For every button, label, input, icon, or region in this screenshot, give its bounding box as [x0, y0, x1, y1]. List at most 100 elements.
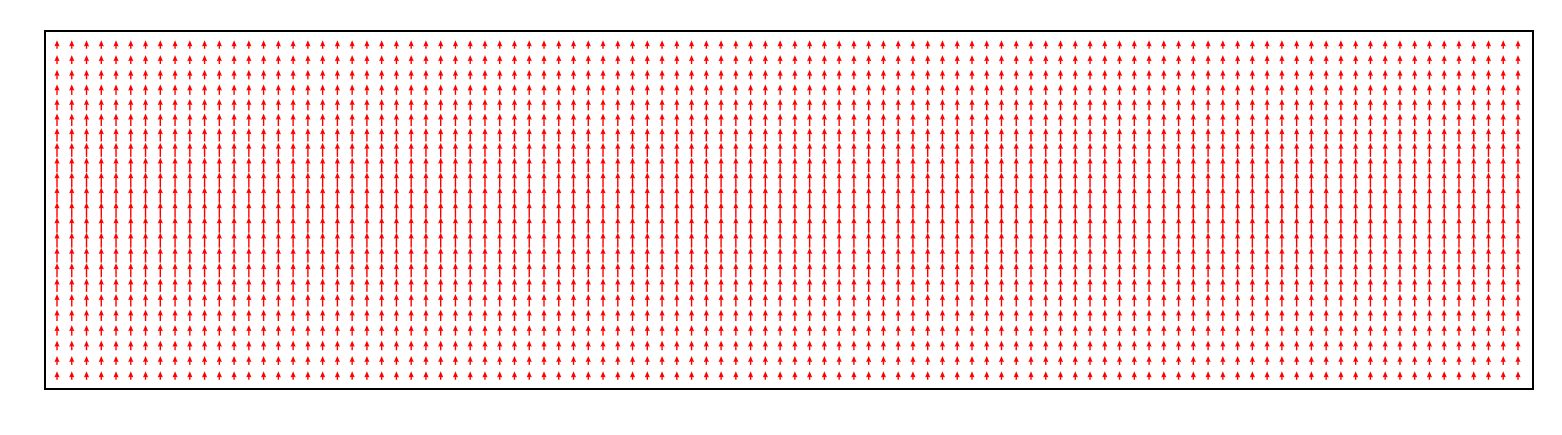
arrow-mark: [556, 98, 562, 111]
arrow-mark: [998, 371, 1005, 380]
arrow-mark: [880, 69, 887, 80]
arrow-mark: [733, 128, 739, 142]
arrow-mark: [659, 157, 665, 173]
arrow-mark: [925, 371, 931, 380]
arrow-mark: [1397, 247, 1403, 263]
arrow-mark: [1102, 232, 1108, 248]
arrow-mark: [644, 232, 650, 248]
arrow-mark: [452, 128, 459, 142]
arrow-mark: [1249, 278, 1255, 292]
arrow-mark: [556, 187, 562, 203]
arrow-mark: [1043, 355, 1049, 365]
arrow-mark: [452, 371, 459, 380]
arrow-mark: [748, 55, 754, 65]
arrow-mark: [231, 98, 237, 111]
arrow-mark: [703, 69, 709, 80]
arrow-mark: [261, 142, 267, 157]
arrow-mark: [1353, 232, 1359, 248]
arrow-mark: [1013, 340, 1019, 351]
arrow-mark: [998, 98, 1005, 111]
arrow-mark: [83, 84, 90, 95]
arrow-mark: [1043, 232, 1049, 248]
arrow-mark: [541, 325, 547, 336]
arrow-mark: [261, 355, 267, 365]
arrow-mark: [438, 55, 444, 65]
arrow-mark: [910, 247, 916, 263]
arrow-mark: [615, 247, 621, 263]
arrow-mark: [1190, 55, 1196, 65]
arrow-mark: [718, 232, 724, 248]
arrow-mark: [644, 278, 650, 292]
arrow-mark: [925, 55, 931, 65]
arrow-mark: [836, 294, 842, 307]
arrow-mark: [231, 247, 237, 263]
arrow-mark: [1279, 340, 1285, 351]
arrow-mark: [246, 202, 252, 218]
arrow-mark: [998, 202, 1005, 218]
arrow-mark: [526, 232, 532, 248]
arrow-mark: [998, 232, 1005, 248]
arrow-mark: [1441, 98, 1447, 111]
arrow-mark: [216, 187, 222, 203]
arrow-mark: [688, 172, 695, 188]
arrow-mark: [98, 84, 104, 95]
arrow-mark: [1323, 113, 1329, 126]
arrow-mark: [748, 340, 754, 351]
arrow-mark: [807, 278, 813, 292]
arrow-mark: [1353, 263, 1359, 278]
arrow-mark: [836, 247, 842, 263]
arrow-mark: [526, 98, 532, 111]
arrow-mark: [762, 55, 768, 65]
arrow-mark: [379, 55, 385, 65]
arrow-mark: [1279, 172, 1285, 188]
arrow-mark: [895, 309, 901, 322]
arrow-mark: [1515, 232, 1521, 248]
arrow-mark: [1485, 355, 1492, 365]
arrow-mark: [939, 98, 946, 111]
arrow-mark: [261, 172, 267, 188]
arrow-mark: [644, 340, 650, 351]
arrow-mark: [585, 294, 591, 307]
arrow-mark: [777, 340, 783, 351]
arrow-mark: [954, 113, 960, 126]
arrow-mark: [157, 202, 163, 218]
arrow-mark: [83, 202, 90, 218]
arrow-mark: [925, 355, 931, 365]
arrow-mark: [1013, 325, 1019, 336]
arrow-mark: [1161, 84, 1167, 95]
arrow-mark: [570, 98, 577, 111]
arrow-mark: [718, 55, 724, 65]
arrow-mark: [541, 309, 547, 322]
arrow-mark: [1338, 55, 1344, 65]
arrow-mark: [349, 128, 355, 142]
arrow-mark: [674, 157, 680, 173]
arrow-mark: [615, 309, 621, 322]
arrow-mark: [423, 172, 429, 188]
arrow-mark: [1515, 98, 1521, 111]
arrow-mark: [201, 40, 208, 49]
arrow-mark: [1294, 294, 1300, 307]
arrow-mark: [1338, 247, 1344, 263]
arrow-mark: [748, 278, 754, 292]
arrow-mark: [1190, 187, 1196, 203]
arrow-mark: [1072, 113, 1078, 126]
arrow-mark: [1146, 69, 1152, 80]
arrow-mark: [526, 325, 532, 336]
arrow-mark: [1308, 55, 1314, 65]
arrow-mark: [54, 202, 60, 218]
arrow-mark: [1382, 309, 1388, 322]
arrow-mark: [1131, 69, 1137, 80]
arrow-mark: [157, 340, 163, 351]
arrow-mark: [1235, 55, 1241, 65]
arrow-mark: [1235, 98, 1241, 111]
arrow-mark: [969, 325, 975, 336]
arrow-mark: [1308, 98, 1314, 111]
arrow-mark: [644, 40, 650, 49]
arrow-mark: [1013, 247, 1019, 263]
arrow-mark: [777, 355, 783, 365]
arrow-mark: [836, 55, 842, 65]
arrow-mark: [334, 247, 340, 263]
arrow-mark: [290, 247, 296, 263]
arrow-mark: [423, 217, 429, 233]
arrow-mark: [556, 355, 562, 365]
